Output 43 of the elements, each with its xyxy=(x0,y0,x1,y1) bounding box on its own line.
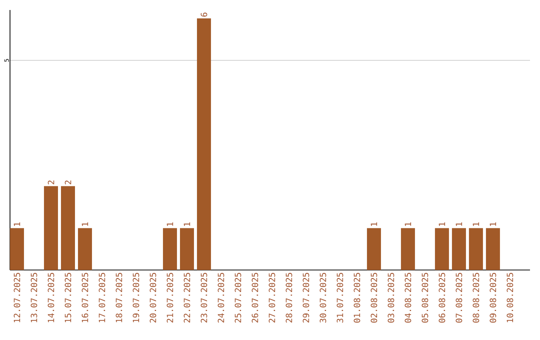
x-tick-label: 10.08.2025 xyxy=(506,272,514,322)
data-label: 1 xyxy=(82,222,88,226)
data-label: 1 xyxy=(438,222,446,226)
x-tick-label: 04.08.2025 xyxy=(404,272,412,323)
x-tick-label: 23.07.2025 xyxy=(200,272,208,323)
x-tick-label: 25.07.2025 xyxy=(234,272,242,323)
data-label: 2 xyxy=(48,180,54,184)
data-label: 6 xyxy=(200,12,208,17)
x-tick-label: 14.07.2025 xyxy=(48,272,54,322)
x-tick-label: 17.07.2025 xyxy=(98,272,106,322)
x-tick-label: 15.07.2025 xyxy=(64,272,72,322)
data-label: 2 xyxy=(64,180,72,184)
x-tick-label: 31.07.2025 xyxy=(336,272,344,323)
x-tick-label: 29.07.2025 xyxy=(302,272,310,323)
x-tick-label: 27.07.2025 xyxy=(268,272,276,323)
x-tick-label: 18.07.2025 xyxy=(116,272,122,322)
data-label: 1 xyxy=(404,222,412,226)
x-tick-label: 13.07.2025 xyxy=(30,272,38,322)
x-tick-label: 19.07.2025 xyxy=(132,272,140,322)
x-tick-label: 09.08.2025 xyxy=(490,272,496,323)
data-label: 1 xyxy=(184,222,190,226)
data-label: 1 xyxy=(490,222,496,226)
x-tick-label: 28.07.2025 xyxy=(286,272,292,323)
x-tick-label: 16.07.2025 xyxy=(82,272,88,322)
x-tick-label: 26.07.2025 xyxy=(252,272,258,323)
x-tick-label: 01.08.2025 xyxy=(354,272,360,323)
x-tick-label: 30.07.2025 xyxy=(320,272,326,323)
x-tick-label: 05.08.2025 xyxy=(422,272,428,323)
x-tick-label: 21.07.2025 xyxy=(166,272,174,323)
x-tick-label: 24.07.2025 xyxy=(218,272,224,323)
data-label: 1 xyxy=(370,222,378,226)
data-label: 1 xyxy=(14,222,20,226)
x-tick-label: 03.08.2025 xyxy=(388,272,394,323)
x-tick-label: 08.08.2025 xyxy=(472,272,480,323)
data-label: 1 xyxy=(472,222,480,226)
data-label: 1 xyxy=(166,222,174,226)
x-tick-label: 22.07.2025 xyxy=(184,272,190,323)
x-tick-label: 02.08.2025 xyxy=(370,272,378,323)
x-tick-label: 12.07.2025 xyxy=(14,272,20,322)
x-tick-label: 06.08.2025 xyxy=(438,272,446,323)
x-tick-label: 07.08.2025 xyxy=(456,272,462,323)
data-label: 1 xyxy=(456,222,462,226)
x-tick-label: 20.07.2025 xyxy=(150,272,156,323)
